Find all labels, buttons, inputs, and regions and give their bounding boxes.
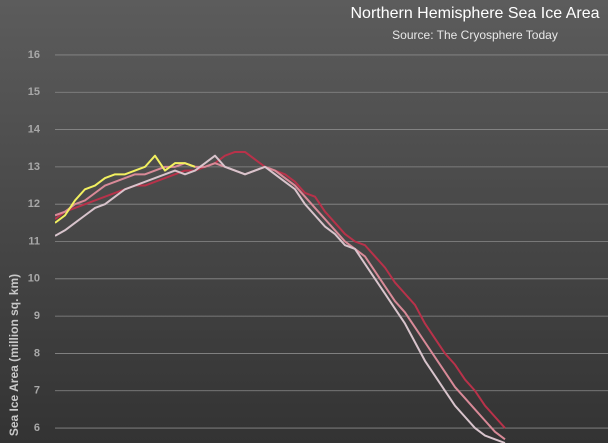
y-axis-label: Sea Ice Area (million sq. km) xyxy=(7,274,21,436)
series-line xyxy=(55,162,506,441)
y-tick-label: 16 xyxy=(28,49,40,61)
y-tick-label: 8 xyxy=(34,347,40,359)
y-tick-label: 9 xyxy=(34,310,40,322)
y-tick-label: 10 xyxy=(28,273,40,285)
series-line xyxy=(55,154,196,224)
y-tick-label: 7 xyxy=(34,385,40,397)
y-tick-label: 14 xyxy=(28,123,41,135)
y-tick-label: 15 xyxy=(28,86,40,98)
series-line xyxy=(55,154,506,443)
y-tick-label: 13 xyxy=(28,161,40,173)
chart-subtitle: Source: The Cryosphere Today xyxy=(392,28,558,42)
y-tick-label: 6 xyxy=(34,422,40,434)
chart-title: Northern Hemisphere Sea Ice Area xyxy=(350,5,599,22)
y-tick-label: 11 xyxy=(28,235,40,247)
y-tick-label: 12 xyxy=(28,198,40,210)
